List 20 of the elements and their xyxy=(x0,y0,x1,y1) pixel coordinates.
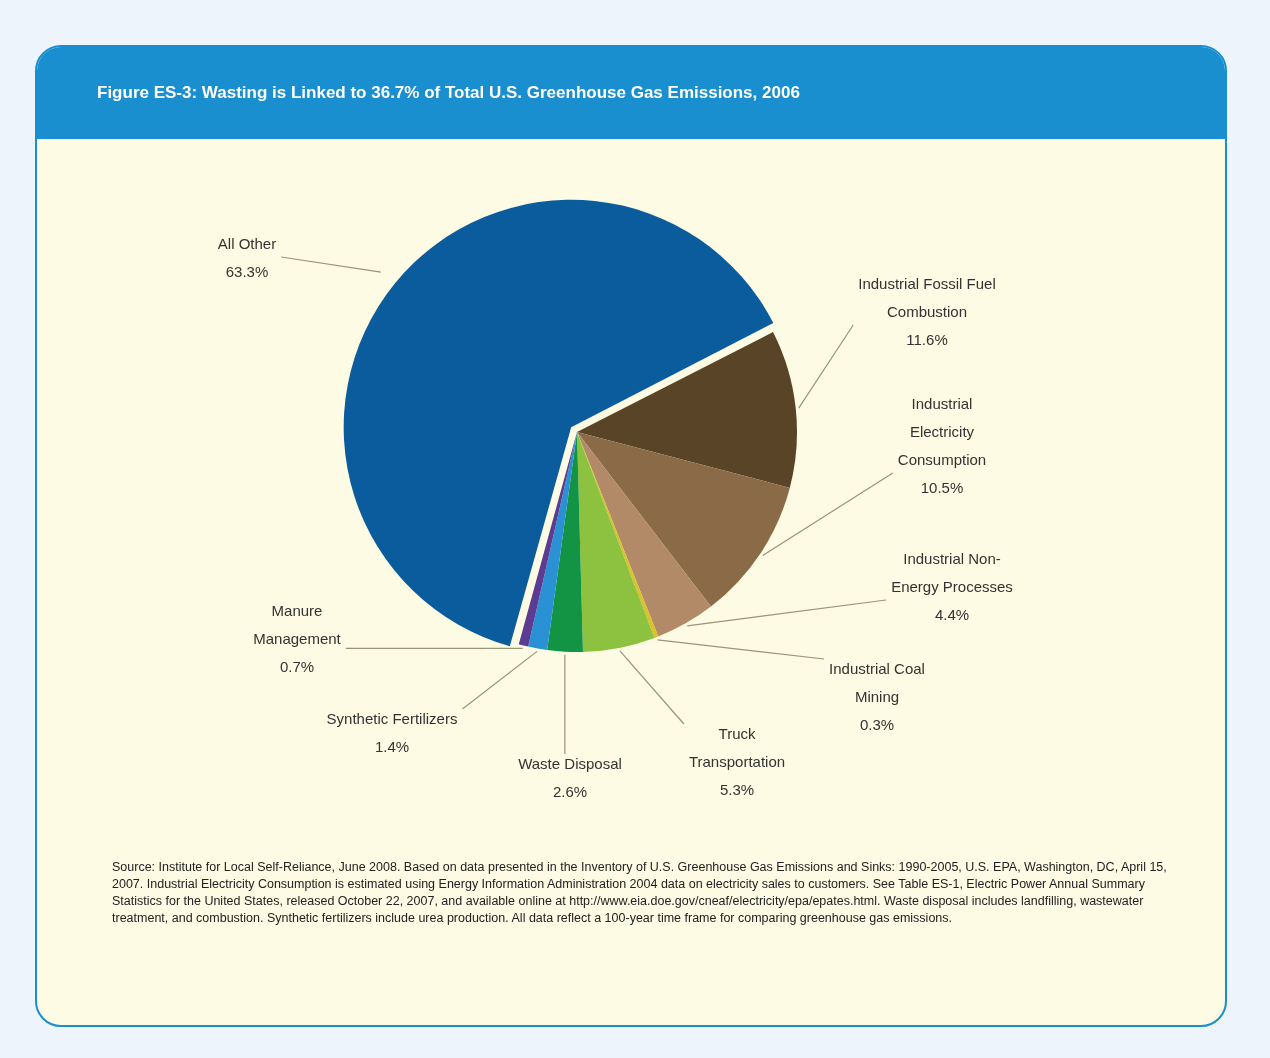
slice-label: All Other xyxy=(217,234,277,252)
chart-title: Figure ES-3: Wasting is Linked to 36.7% of Total U.S. Greenhouse Gas Emissions, 2006 xyxy=(37,47,1225,139)
slice-label: Waste Disposal xyxy=(518,754,622,772)
data-label: 63.3% xyxy=(225,262,269,280)
data-label: 11.6% xyxy=(906,330,948,348)
data-label: 5.3% xyxy=(719,780,755,798)
slice-label: Truck Transportation xyxy=(688,724,786,770)
slice-label: Industrial Non-Energy Processes xyxy=(891,549,1013,595)
slice-label: Industrial Fossil Fuel Combustion xyxy=(858,274,996,320)
slice-label: Industrial Electricity Consumption xyxy=(897,394,987,468)
data-label: 0.7% xyxy=(279,657,315,675)
data-label: 1.4% xyxy=(374,737,410,755)
data-label: 4.4% xyxy=(934,605,970,623)
slice-label: Synthetic Fertilizers xyxy=(326,709,458,727)
data-label: 0.3% xyxy=(859,715,895,733)
slice-label: Manure Management xyxy=(253,601,342,647)
data-label: 10.5% xyxy=(920,478,964,496)
slice-label: Industrial Coal Mining xyxy=(829,659,925,705)
data-label: 2.6% xyxy=(552,782,588,800)
source-note: Source: Institute for Local Self-Reliance, June 2008. Based on data presented in the Inventory of U.S. Greenhouse Gas Emissions and Sinks: 1990-2005, U.S. EPA, Washington, DC, April 15, 2007. Industrial Electricity Consumption is estimated using Energy Information Administration 2004 data on electricity sales to customers. See Table ES-1, Electric Power Annual Summary Statistics for the United States, released October 22, 2007, and available online at http://www.eia.doe.gov/cneaf/electricity/epa/epates.html. Waste disposal includes landfilling, wastewater treatment, and combustion. Synthetic fertilizers include urea production. All data reflect a 100-year time frame for comparing greenhouse gas emissions. xyxy=(112,859,1168,927)
